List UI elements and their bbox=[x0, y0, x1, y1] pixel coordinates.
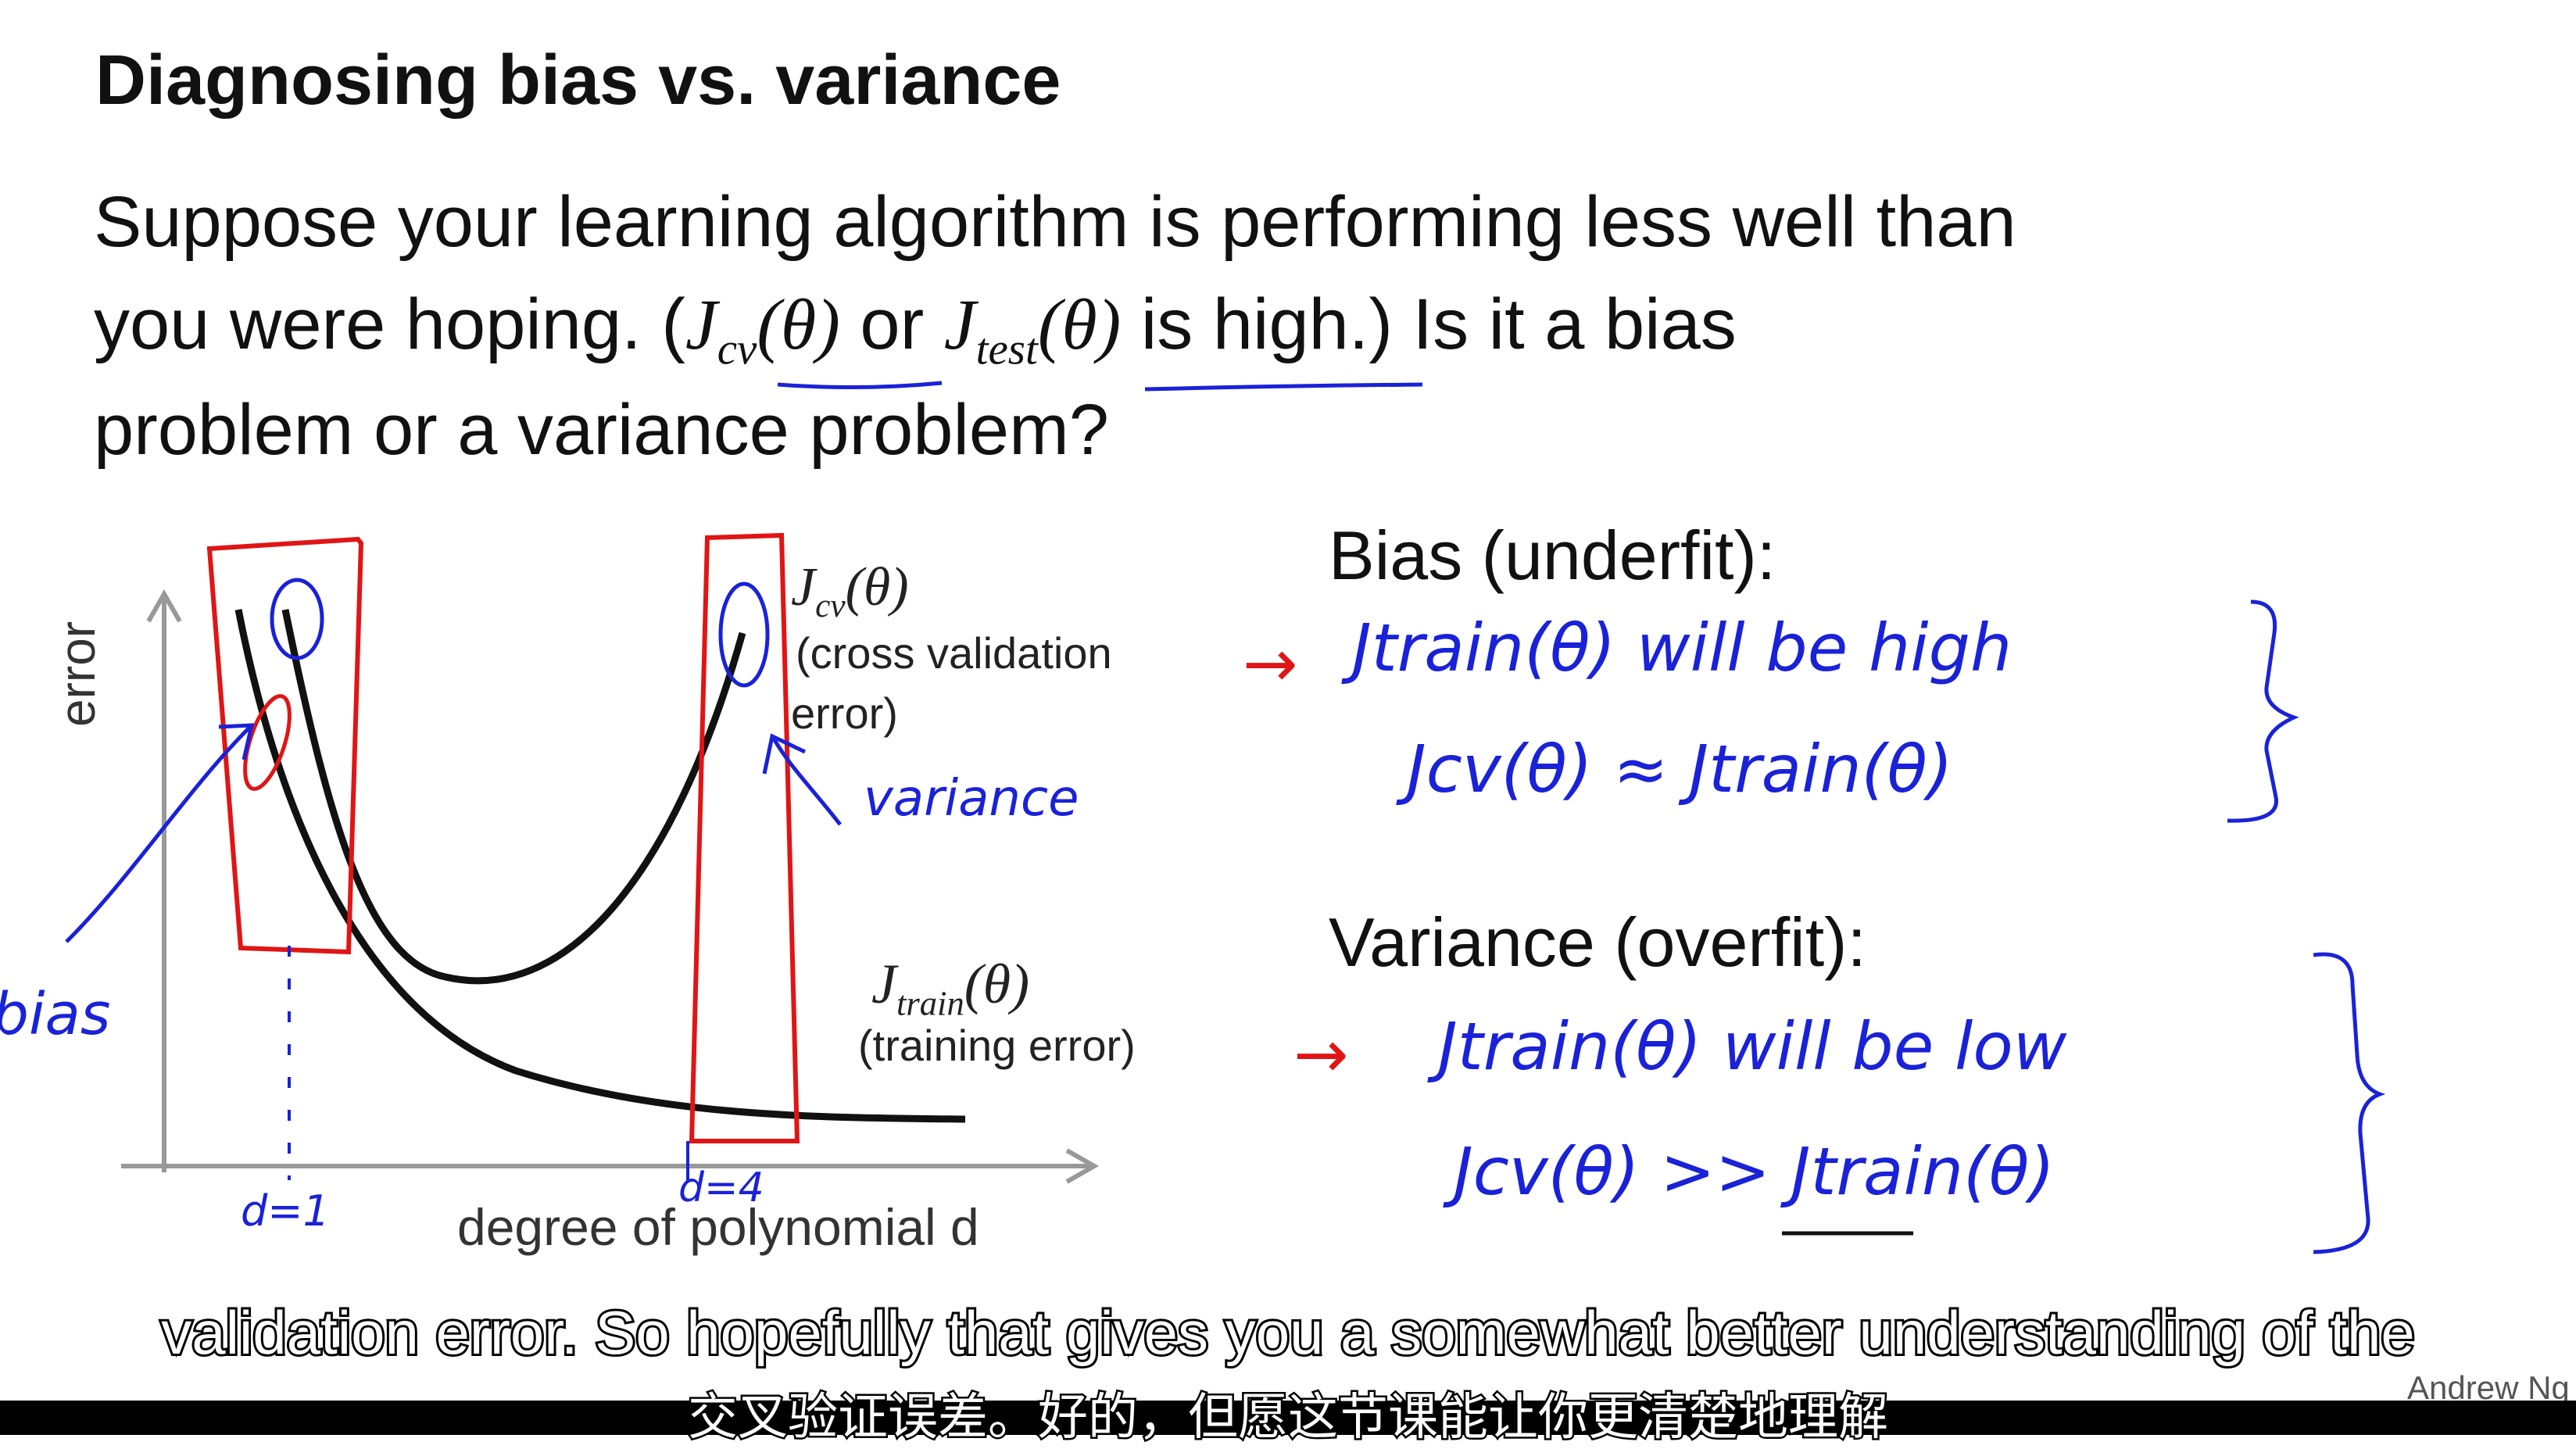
bias-note: bias bbox=[0, 981, 111, 1048]
variance-line-1: Jtrain(θ) will be low bbox=[1438, 1008, 2067, 1085]
variance-heading: Variance (overfit): bbox=[1329, 903, 1866, 981]
subtitle-bar bbox=[0, 1401, 2576, 1435]
cv-curve-desc-1: (cross validation bbox=[796, 628, 1112, 678]
bias-arrow-marker: → bbox=[1243, 625, 1298, 702]
y-axis-label: error bbox=[49, 621, 106, 727]
intro-line-3: problem or a variance problem? bbox=[94, 390, 1109, 470]
d1-note: d=1 bbox=[241, 1186, 330, 1236]
cv-error-curve bbox=[281, 609, 746, 985]
train-curve-desc: (training error) bbox=[858, 1021, 1136, 1070]
cv-high-circle bbox=[270, 578, 324, 660]
variance-line-2: Jcv(θ) >> Jtrain(θ) bbox=[1454, 1133, 2055, 1210]
bias-line-2: Jcv(θ) ≈ Jtrain(θ) bbox=[1407, 731, 1953, 807]
train-error-curve bbox=[234, 609, 966, 1123]
variance-arrow-marker: → bbox=[1293, 1016, 1349, 1093]
jcv-underline bbox=[777, 381, 943, 390]
jtest-underline bbox=[1144, 382, 1423, 392]
d4-note: d=4 bbox=[678, 1165, 764, 1211]
variance-arrow bbox=[771, 737, 842, 826]
train-high-circle bbox=[243, 694, 292, 791]
intro-or: or bbox=[839, 284, 944, 364]
variance-brace bbox=[2313, 952, 2386, 1254]
jcv-symbol: Jcv(θ) bbox=[685, 284, 840, 374]
bias-heading: Bias (underfit): bbox=[1329, 517, 1776, 594]
intro-text-a: you were hoping. ( bbox=[94, 284, 685, 364]
cv-variance-circle bbox=[718, 581, 770, 688]
slide-title: Diagnosing bias vs. variance bbox=[95, 41, 1061, 120]
variance-note: variance bbox=[864, 770, 1079, 828]
subtitle-english: validation error. So hopefully that give… bbox=[159, 1296, 2417, 1369]
bias-region-box bbox=[206, 536, 364, 955]
variance-arrow-head bbox=[762, 733, 807, 775]
intro-line-1: Suppose your learning algorithm is perfo… bbox=[94, 182, 2016, 262]
x-axis bbox=[121, 1148, 1100, 1184]
bias-arrow bbox=[65, 725, 252, 943]
bias-brace bbox=[2227, 599, 2299, 823]
cv-curve-label: Jcv(θ) bbox=[791, 557, 909, 624]
author-credit: Andrew Ng bbox=[2407, 1369, 2570, 1406]
subtitle-chinese: 交叉验证误差。好的，但愿这节课能让你更清楚地理解 bbox=[686, 1387, 1891, 1447]
x-axis-label: degree of polynomial d bbox=[457, 1198, 979, 1256]
intro-line-2: you were hoping. (Jcv(θ) or Jtest(θ) is … bbox=[94, 283, 1737, 374]
train-curve-label: Jtrain(θ) bbox=[871, 953, 1030, 1023]
variance-region-box bbox=[689, 532, 800, 1143]
bias-arrow-head bbox=[218, 723, 255, 760]
y-axis bbox=[146, 589, 182, 1172]
bias-line-1: Jtrain(θ) will be high bbox=[1352, 610, 2012, 686]
jtest-symbol: Jtest(θ) bbox=[943, 284, 1122, 374]
intro-text-b: is high.) Is it a bias bbox=[1121, 284, 1737, 364]
cv-curve-desc-2: error) bbox=[791, 689, 898, 738]
